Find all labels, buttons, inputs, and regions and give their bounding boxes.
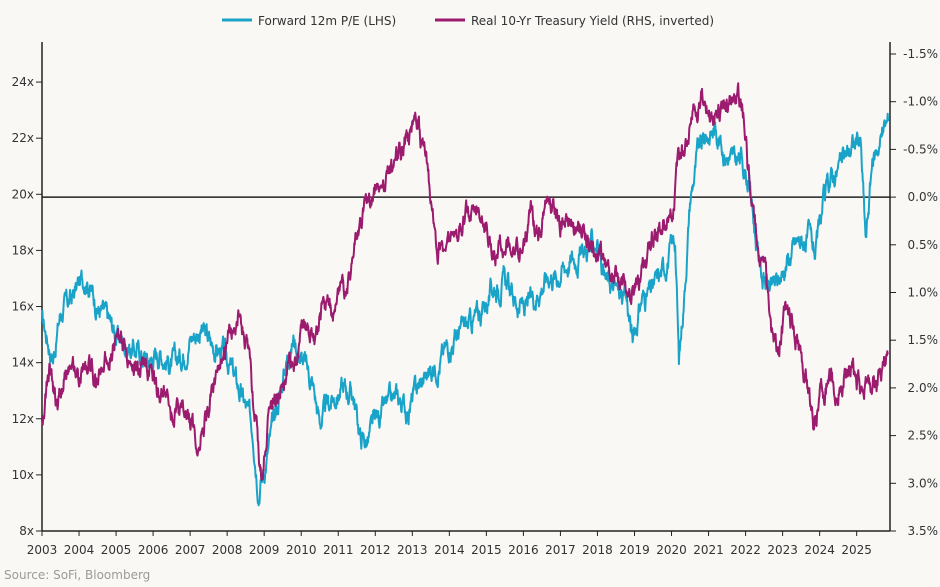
right-y-tick-label: 1.0% xyxy=(908,286,939,300)
legend-pe-label: Forward 12m P/E (LHS) xyxy=(258,14,396,28)
left-y-tick-label: 10x xyxy=(12,468,34,482)
x-tick-label: 2025 xyxy=(841,543,872,557)
right-y-tick-label: 1.5% xyxy=(908,333,939,347)
x-tick-label: 2007 xyxy=(175,543,206,557)
right-y-tick-label: -0.5% xyxy=(903,142,938,156)
real-yield-line xyxy=(41,82,889,482)
source-note: Source: SoFi, Bloomberg xyxy=(4,568,151,582)
left-y-tick-label: 8x xyxy=(19,524,34,538)
x-tick-label: 2008 xyxy=(212,543,243,557)
x-tick-label: 2017 xyxy=(545,543,576,557)
ticks-layer: 8x 10x 12x 14x 16x 18x 20x 22x 24x -1.5% -1.0% -0.5… xyxy=(12,47,938,557)
x-tick-label: 2024 xyxy=(804,543,835,557)
left-y-tick-label: 14x xyxy=(12,356,34,370)
forward-pe-line xyxy=(41,112,890,507)
left-y-tick-label: 20x xyxy=(12,187,34,201)
left-y-tick-label: 22x xyxy=(12,131,34,145)
axes xyxy=(41,42,891,532)
right-y-tick-label: -1.5% xyxy=(903,47,938,61)
series-layer xyxy=(41,82,890,507)
legend: Forward 12m P/E (LHS) Real 10-Yr Treasur… xyxy=(222,14,714,28)
x-tick-label: 2021 xyxy=(693,543,724,557)
right-y-tick-label: 0.0% xyxy=(908,190,939,204)
x-tick-label: 2010 xyxy=(286,543,317,557)
x-tick-label: 2018 xyxy=(582,543,613,557)
right-y-tick-label: 3.5% xyxy=(908,524,939,538)
right-y-tick-label: -1.0% xyxy=(903,95,938,109)
right-y-tick-label: 2.5% xyxy=(908,429,939,443)
x-tick-label: 2004 xyxy=(64,543,95,557)
x-tick-label: 2006 xyxy=(138,543,169,557)
x-tick-label: 2009 xyxy=(249,543,280,557)
right-y-tick-label: 3.0% xyxy=(908,476,939,490)
x-tick-label: 2023 xyxy=(767,543,798,557)
left-y-tick-label: 18x xyxy=(12,243,34,257)
right-y-tick-label: 2.0% xyxy=(908,381,939,395)
x-tick-label: 2011 xyxy=(323,543,354,557)
x-tick-label: 2022 xyxy=(730,543,761,557)
x-tick-label: 2013 xyxy=(397,543,428,557)
x-tick-label: 2016 xyxy=(508,543,539,557)
left-y-tick-label: 12x xyxy=(12,412,34,426)
left-y-tick-label: 16x xyxy=(12,300,34,314)
x-tick-label: 2005 xyxy=(101,543,132,557)
x-tick-label: 2020 xyxy=(656,543,687,557)
x-tick-label: 2019 xyxy=(619,543,650,557)
legend-yield-label: Real 10-Yr Treasury Yield (RHS, inverted… xyxy=(471,14,714,28)
x-tick-label: 2015 xyxy=(471,543,502,557)
right-y-tick-label: 0.5% xyxy=(908,238,939,252)
x-tick-label: 2012 xyxy=(360,543,391,557)
x-tick-label: 2003 xyxy=(27,543,58,557)
left-y-tick-label: 24x xyxy=(12,75,34,89)
x-tick-label: 2014 xyxy=(434,543,465,557)
